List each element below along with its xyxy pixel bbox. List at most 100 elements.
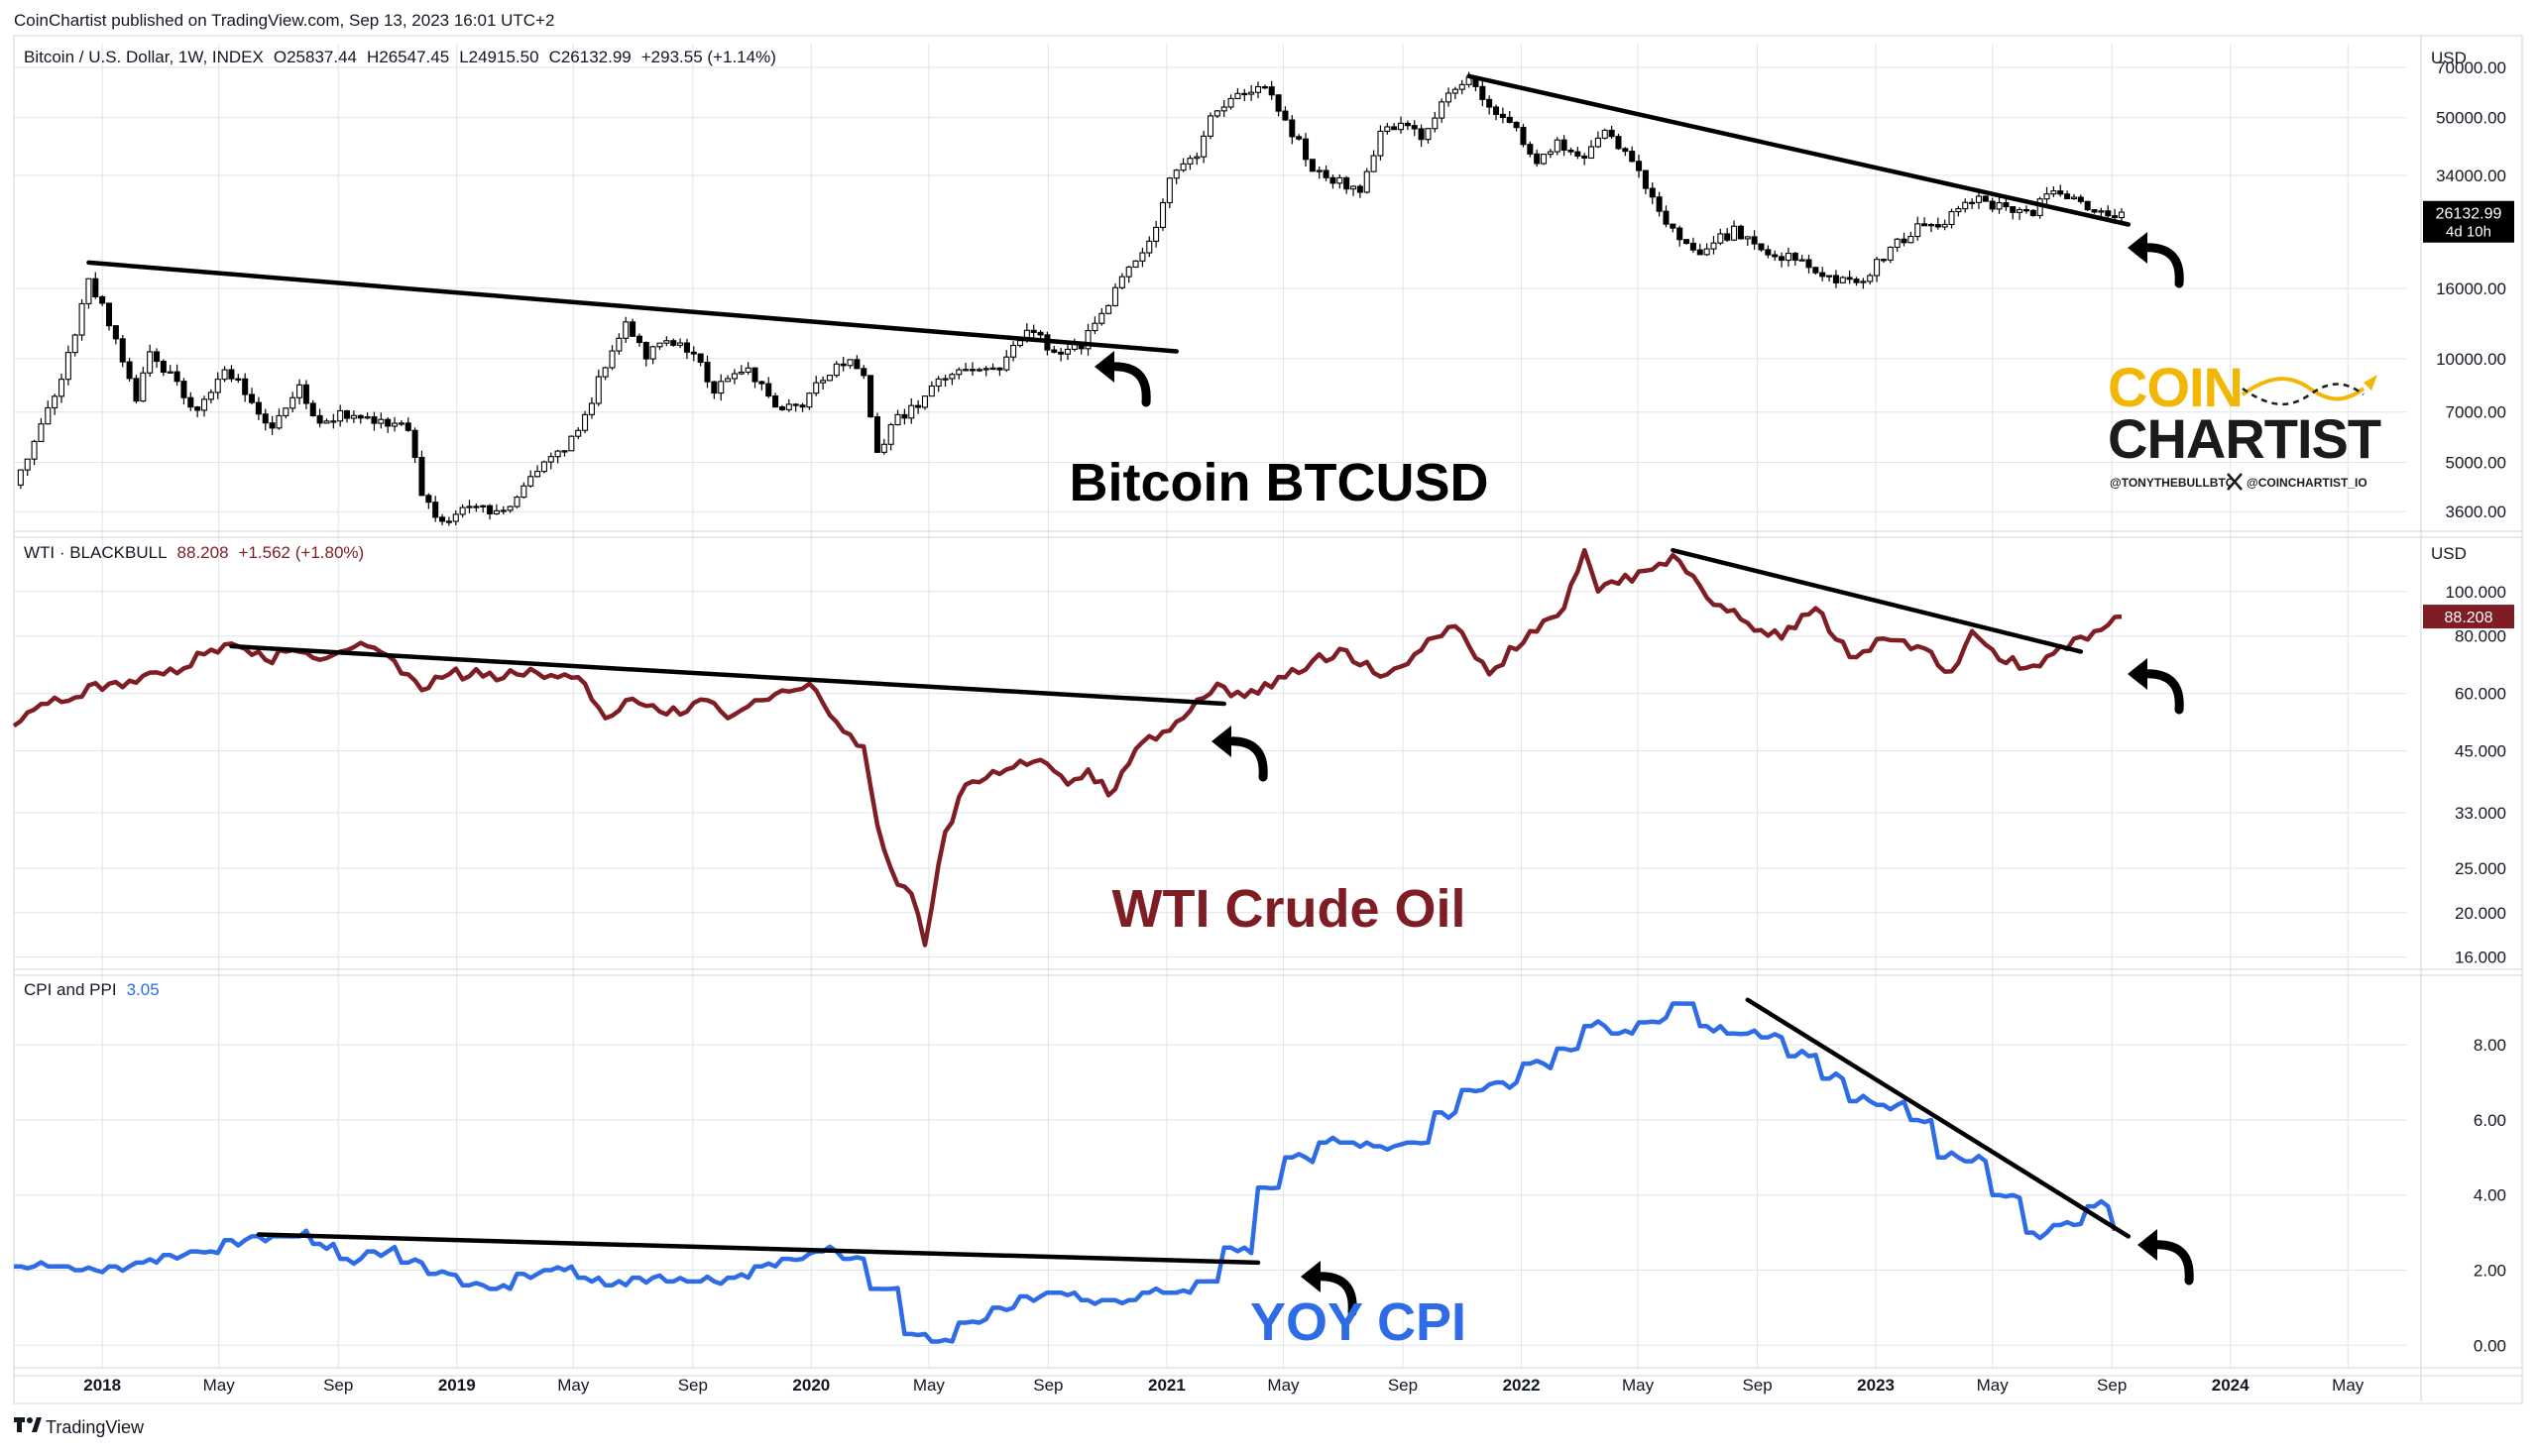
- candle-down: [683, 342, 690, 353]
- candle-down: [99, 295, 106, 304]
- candle-up: [833, 363, 840, 377]
- logo-arrowhead-icon: [2364, 375, 2377, 391]
- pane-frame: [13, 968, 2523, 1377]
- candle-down: [269, 422, 276, 429]
- curved-arrow-head: [1095, 351, 1114, 383]
- trendline[interactable]: [86, 260, 1179, 354]
- candle-down: [2084, 200, 2091, 211]
- legend-close: C26132.99: [549, 48, 632, 66]
- candle-down: [758, 381, 765, 385]
- candle-up: [480, 504, 487, 508]
- candle-up: [785, 403, 792, 410]
- btc-legend[interactable]: Bitcoin / U.S. Dollar, 1W, INDEX O25837.4…: [24, 48, 776, 66]
- candle-down: [1615, 136, 1622, 150]
- candle-down: [778, 406, 785, 410]
- curved-arrow-icon: [2137, 1229, 2194, 1286]
- candle-down: [1520, 127, 1527, 146]
- candle-up: [1166, 177, 1173, 204]
- candle-up: [1085, 330, 1092, 350]
- candle-down: [228, 369, 235, 380]
- logo-wave-icon: [2241, 377, 2365, 401]
- curved-arrow-shaft: [1220, 736, 1268, 782]
- candle-up: [24, 458, 31, 471]
- axes-layer: 2018 May Sep 2019 May Sep 2020 May Sep 2021 May Sep…: [83, 49, 2514, 1395]
- candle-up: [85, 278, 92, 305]
- y-tick-label: 6.00: [2474, 1111, 2506, 1130]
- candle-up: [1541, 154, 1548, 165]
- y-tick-label: 7000.00: [2446, 403, 2506, 422]
- candle-up: [78, 302, 85, 336]
- candle-up: [561, 450, 568, 453]
- trendline[interactable]: [1671, 547, 2084, 654]
- candle-down: [1779, 256, 1786, 262]
- candle-up: [1092, 322, 1098, 332]
- candle-up: [1398, 122, 1405, 131]
- candle-down: [309, 402, 316, 417]
- candle-up: [1201, 135, 1208, 158]
- badge-price: 88.208: [2445, 610, 2493, 626]
- trendline[interactable]: [256, 1232, 1261, 1266]
- cpi-legend[interactable]: CPI and PPI 3.05: [24, 980, 160, 999]
- candle-up: [296, 384, 303, 398]
- x-tick-label: May: [203, 1376, 236, 1395]
- y-tick-label: 80.000: [2455, 627, 2506, 646]
- curved-arrow-icon: [1211, 726, 1268, 782]
- candle-down: [711, 381, 718, 394]
- candle-up: [1588, 146, 1595, 160]
- tradingview-footer[interactable]: TradingView: [14, 1417, 145, 1437]
- candle-up: [568, 435, 575, 452]
- candle-down: [1513, 121, 1520, 129]
- candle-down: [425, 495, 432, 504]
- candle-up: [31, 440, 38, 460]
- candle-up: [350, 414, 357, 419]
- candle-up: [982, 368, 989, 371]
- curved-arrow-icon: [1095, 351, 1151, 407]
- candle-up: [1785, 252, 1791, 262]
- candle-down: [1724, 233, 1731, 241]
- y-tick-label: 20.000: [2455, 904, 2506, 923]
- candle-up: [623, 321, 630, 339]
- badge-bg: [2423, 200, 2514, 243]
- y-tick-label: 33.000: [2455, 804, 2506, 823]
- candle-up: [58, 379, 65, 397]
- candle-down: [1622, 148, 1629, 153]
- candle-down: [1567, 149, 1574, 153]
- candle-down: [1574, 151, 1581, 157]
- candle-up: [731, 373, 738, 380]
- candle-down: [1302, 138, 1310, 161]
- candle-down: [1051, 349, 1058, 353]
- candle-up: [1547, 151, 1554, 156]
- curved-arrow-shaft: [2146, 1240, 2194, 1286]
- wti-legend[interactable]: WTI · BLACKBULL 88.208 +1.562 (+1.80%): [24, 543, 364, 562]
- candle-up: [1887, 246, 1894, 261]
- candle-up: [582, 413, 589, 431]
- legend-symbol: WTI · BLACKBULL: [24, 543, 168, 562]
- candle-up: [514, 497, 520, 507]
- y-tick-label: 50000.00: [2436, 109, 2506, 128]
- candle-up: [1744, 236, 1751, 240]
- candle-up: [1860, 280, 1867, 283]
- candle-down: [112, 325, 119, 340]
- candle-up: [921, 395, 928, 408]
- y-tick-label: 70000.00: [2436, 58, 2506, 77]
- candle-up: [1016, 340, 1023, 347]
- candle-down: [1418, 128, 1425, 141]
- candle-down: [1649, 187, 1656, 198]
- candle-up: [1227, 97, 1234, 108]
- candle-up: [738, 371, 745, 375]
- candle-up: [2118, 211, 2125, 219]
- trendline[interactable]: [1745, 997, 2132, 1239]
- candle-down: [432, 502, 439, 518]
- candle-up: [398, 422, 404, 425]
- trendline[interactable]: [1466, 73, 2132, 227]
- candle-up: [1111, 286, 1119, 306]
- candle-down: [242, 378, 249, 395]
- candle-down: [996, 367, 1003, 371]
- trendline[interactable]: [229, 643, 1226, 707]
- candle-down: [1030, 329, 1037, 333]
- pane-title-label: Bitcoin BTCUSD: [1070, 453, 1489, 512]
- candle-down: [1411, 125, 1418, 130]
- candle-up: [2043, 193, 2050, 200]
- candle-up: [1010, 344, 1017, 358]
- candle-up: [276, 414, 283, 429]
